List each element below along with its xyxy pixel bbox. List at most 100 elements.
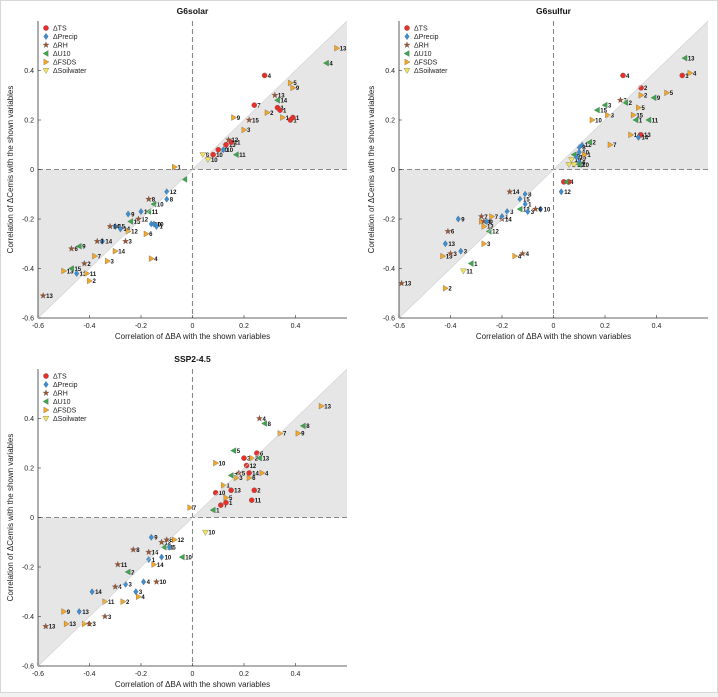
data-point-soilwater — [565, 162, 573, 168]
data-label: 13 — [262, 456, 269, 462]
data-point-ts — [261, 72, 268, 79]
data-point-rh — [114, 560, 122, 568]
data-label: 11 — [234, 141, 241, 147]
data-label: 14 — [157, 563, 164, 569]
data-point-ts — [251, 487, 258, 494]
y-tick-label: -0.2 — [22, 565, 34, 572]
x-tick-label: -0.4 — [83, 671, 95, 678]
data-label: 12 — [585, 143, 592, 149]
data-point-precip — [574, 153, 580, 161]
data-point-u10 — [261, 420, 267, 427]
legend-marker-soilwater — [403, 68, 411, 74]
data-label: 9 — [296, 86, 300, 92]
data-label: 13 — [446, 254, 453, 260]
legend-marker-rh — [42, 389, 50, 396]
data-label: 12 — [177, 538, 184, 544]
data-point-fsds — [105, 257, 111, 265]
data-label: 10 — [595, 118, 602, 124]
data-point-precip — [133, 588, 139, 596]
data-label: 12 — [492, 230, 499, 236]
x-tick-label: 0.4 — [291, 323, 301, 330]
data-point-precip — [504, 208, 510, 216]
data-point-fsds — [582, 151, 588, 158]
data-point-precip — [558, 188, 564, 196]
data-label: 8 — [170, 198, 174, 204]
data-label: 14 — [105, 240, 112, 246]
data-label: 6 — [74, 247, 78, 253]
data-point-fsds — [187, 504, 194, 511]
data-label: 3 — [608, 103, 612, 109]
data-point-fsds — [479, 218, 485, 225]
data-label: 8 — [206, 153, 210, 159]
data-label: 3 — [464, 249, 468, 255]
data-label: 1 — [286, 116, 290, 122]
legend-marker-soilwater — [42, 416, 50, 422]
data-point-rh — [225, 136, 233, 143]
diagonal-line — [398, 20, 709, 319]
data-label: 8 — [136, 548, 140, 554]
data-label: 10 — [216, 153, 223, 159]
chart-panel-2: -0.6 -0.4 -0.2 0 0.2 0.4 -0.6 -0.4 -0.2 0 0.2 0.4 G6… — [367, 6, 709, 341]
data-point-u10 — [467, 260, 474, 267]
data-label: 13 — [324, 404, 331, 410]
x-tick-label: -0.6 — [32, 323, 44, 330]
data-point-ts — [277, 107, 283, 113]
data-label: 10 — [219, 461, 226, 467]
data-point-u10 — [181, 176, 188, 183]
data-label: 15 — [600, 108, 607, 114]
data-point-fsds — [318, 402, 325, 410]
data-label: 13 — [69, 622, 76, 628]
data-label: 13 — [448, 242, 455, 248]
data-label: 15 — [636, 113, 643, 119]
x-tick-label: 0.4 — [652, 323, 662, 330]
x-tick-label: -0.6 — [32, 671, 44, 678]
data-point-fsds — [628, 131, 635, 139]
data-label: 3 — [247, 456, 251, 462]
data-point-rh — [519, 249, 527, 257]
data-point-rh — [68, 245, 75, 252]
data-point-u10 — [563, 178, 569, 186]
data-point-fsds — [264, 109, 271, 116]
data-point-rh — [255, 414, 263, 422]
data-label: 9 — [67, 610, 71, 616]
data-label: 7 — [257, 103, 261, 109]
data-label: 1 — [505, 215, 509, 221]
data-label: 4 — [329, 61, 333, 67]
data-point-ts — [679, 72, 686, 79]
data-point-precip — [159, 553, 165, 561]
data-point-u10 — [622, 99, 628, 106]
y-tick-label: 0.2 — [385, 118, 395, 125]
y-axis-label: Correlation of ΔCemis with the shown var… — [367, 86, 376, 254]
data-point-fsds — [148, 255, 155, 262]
legend-marker-ts — [43, 25, 49, 31]
data-label: 9 — [657, 96, 661, 102]
data-label: 14 — [505, 217, 512, 223]
data-label: 2 — [93, 279, 97, 285]
data-point-fsds — [61, 267, 68, 275]
data-point-precip — [141, 578, 147, 586]
data-label: 10 — [226, 148, 233, 154]
legend-marker-u10 — [403, 50, 410, 57]
data-point-fsds — [246, 474, 253, 482]
data-label: 4 — [626, 74, 630, 80]
legend-label: ΔU10 — [53, 51, 71, 58]
data-point-soilwater — [570, 162, 578, 168]
data-label: 4 — [147, 580, 151, 586]
data-point-u10 — [299, 422, 306, 430]
data-label: 6 — [582, 160, 586, 166]
data-point-ts — [620, 72, 626, 79]
x-tick-label: -0.4 — [83, 323, 95, 330]
data-point-fsds — [334, 44, 341, 52]
data-point-u10 — [274, 96, 280, 104]
x-tick-label: -0.2 — [135, 671, 147, 678]
data-point-u10 — [632, 116, 639, 124]
data-label: 8 — [528, 193, 532, 199]
data-point-u10 — [124, 568, 131, 576]
data-point-fsds — [636, 104, 642, 111]
y-tick-label: -0.6 — [383, 316, 395, 323]
data-label: 8 — [306, 424, 310, 430]
data-point-rh — [122, 237, 130, 245]
y-tick-label: 0 — [391, 167, 395, 174]
